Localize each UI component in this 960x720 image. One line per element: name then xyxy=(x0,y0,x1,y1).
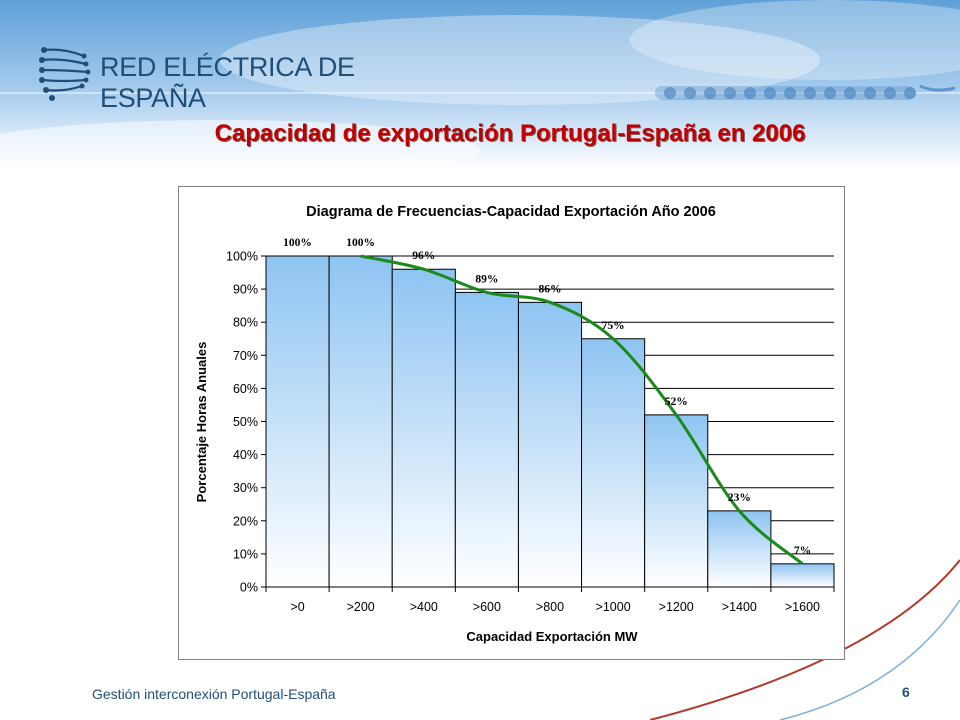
y-tick-label: 100% xyxy=(226,250,258,264)
trend-line xyxy=(360,254,804,565)
y-tick-label: 0% xyxy=(240,581,258,595)
data-label: 23% xyxy=(728,492,751,504)
pylon-band-icon xyxy=(655,84,956,100)
bar xyxy=(517,301,583,588)
y-axis-label: Porcentaje Horas Anuales xyxy=(194,342,209,503)
bar xyxy=(707,510,772,588)
y-tick-label: 10% xyxy=(233,547,258,561)
bar xyxy=(328,255,393,588)
x-tick-label: >800 xyxy=(536,600,564,614)
frequency-chart: Diagrama de Frecuencias-Capacidad Export… xyxy=(194,204,835,644)
y-tick-label: 20% xyxy=(233,514,258,528)
slide-title: Capacidad de exportación Portugal-España… xyxy=(214,120,806,147)
data-label: 7% xyxy=(794,545,811,557)
x-axis-label: Capacidad Exportación MW xyxy=(466,629,638,644)
data-label: 100% xyxy=(346,237,375,249)
x-tick-label: >400 xyxy=(410,600,438,614)
brand-name: RED ELÉCTRICA DE ESPAÑA xyxy=(100,52,355,113)
bar xyxy=(391,268,456,588)
red-electrica-logo-icon xyxy=(39,47,91,101)
bar xyxy=(581,338,646,588)
data-label: 100% xyxy=(283,237,312,249)
y-tick-label: 30% xyxy=(233,481,258,495)
bar xyxy=(644,414,709,588)
data-label: 52% xyxy=(665,396,688,408)
x-tick-label: >1600 xyxy=(785,600,820,614)
y-tick-label: 90% xyxy=(233,283,258,297)
y-tick-label: 60% xyxy=(233,382,258,396)
bar xyxy=(454,291,519,588)
y-tick-label: 80% xyxy=(233,316,258,330)
y-tick-label: 40% xyxy=(233,448,258,462)
bar xyxy=(770,563,835,588)
decorative-blue-arc xyxy=(779,599,960,720)
y-tick-label: 70% xyxy=(233,349,258,363)
x-tick-label: >200 xyxy=(347,600,375,614)
x-tick-label: >0 xyxy=(290,600,304,614)
footer-text: Gestión interconexión Portugal-España xyxy=(92,686,336,702)
page-number: 6 xyxy=(902,684,910,700)
x-tick-label: >1000 xyxy=(596,600,631,614)
bar xyxy=(265,255,330,588)
y-tick-label: 50% xyxy=(233,415,258,429)
chart-title: Diagrama de Frecuencias-Capacidad Export… xyxy=(306,204,716,220)
data-label: 86% xyxy=(539,283,562,295)
data-label: 96% xyxy=(412,250,435,262)
x-tick-label: >600 xyxy=(473,600,501,614)
data-label: 75% xyxy=(602,320,625,332)
x-tick-label: >1400 xyxy=(722,600,757,614)
data-label: 89% xyxy=(475,273,498,285)
x-tick-label: >1200 xyxy=(659,600,694,614)
